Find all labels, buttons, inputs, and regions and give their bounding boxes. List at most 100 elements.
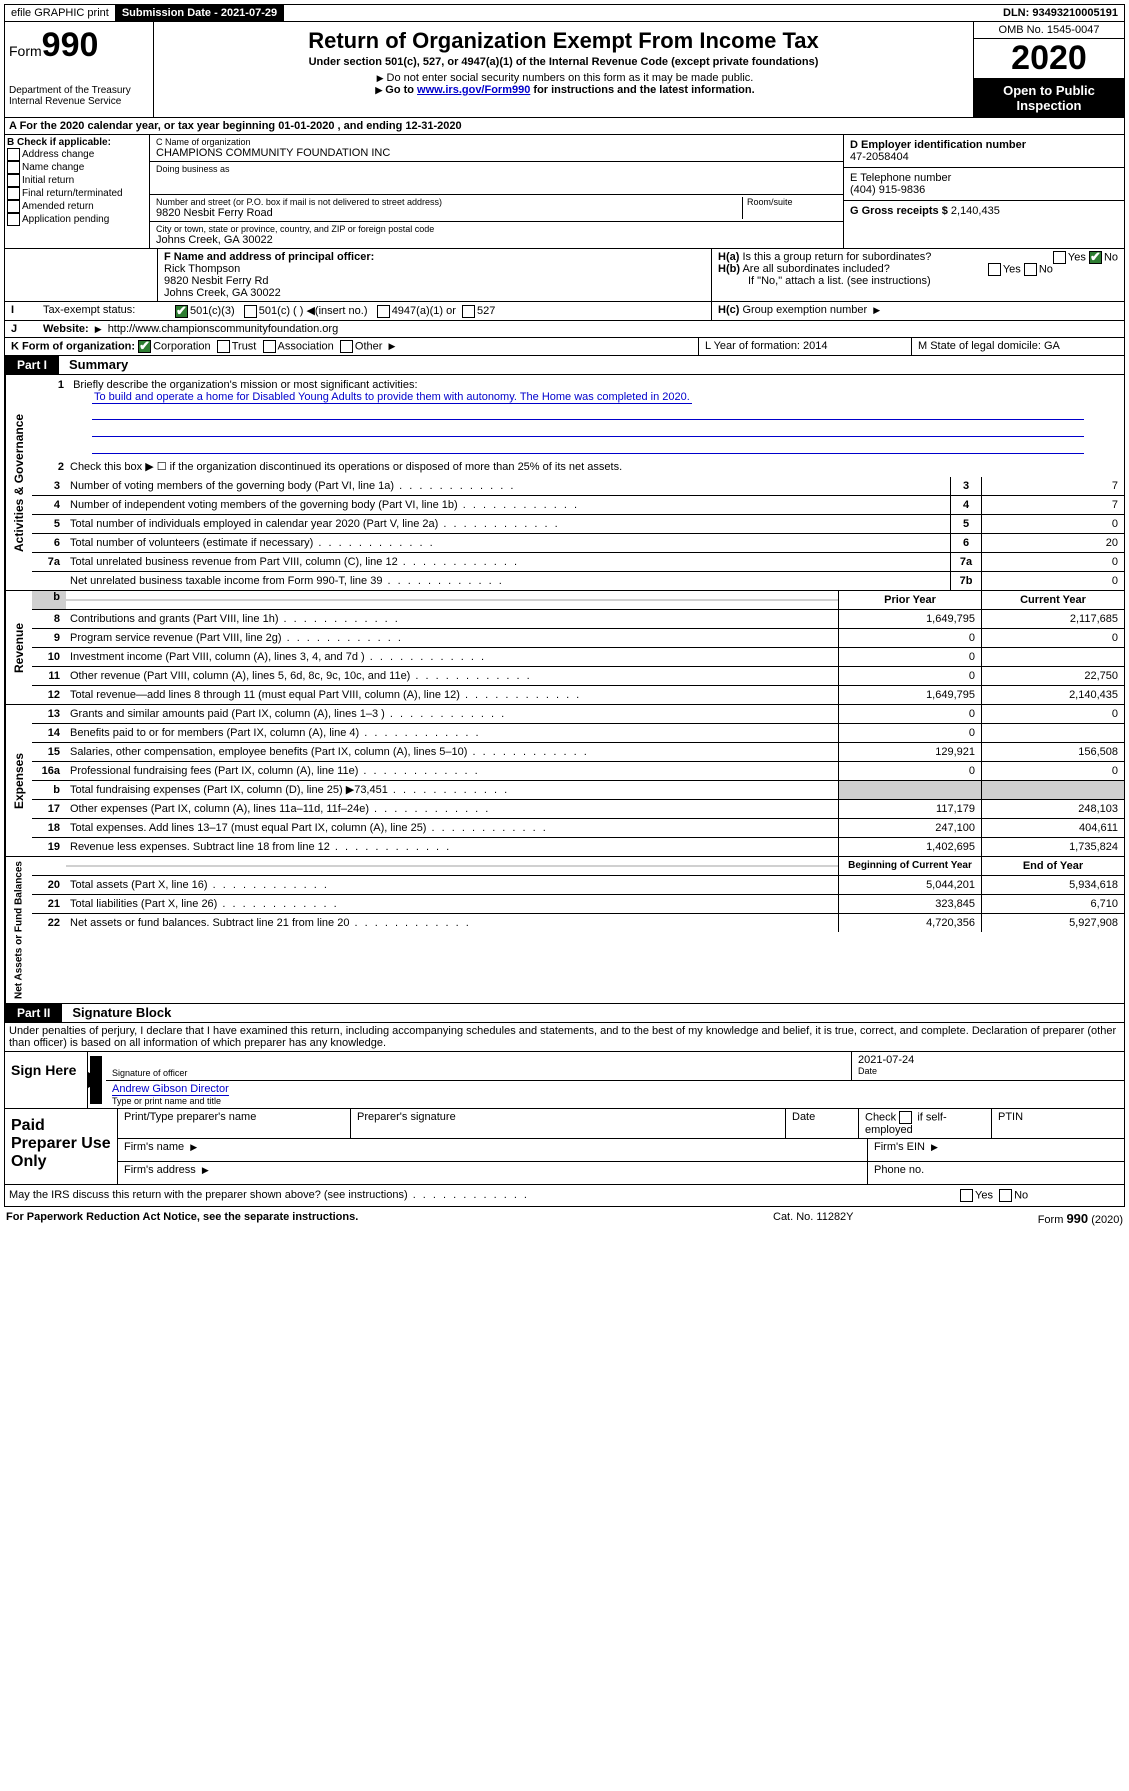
table-row: 11Other revenue (Part VIII, column (A), …: [32, 667, 1124, 686]
org-city: Johns Creek, GA 30022: [156, 234, 837, 246]
checkbox-icon[interactable]: [244, 305, 257, 318]
j-label: J: [5, 321, 37, 337]
officer-sign-name: Andrew Gibson Director: [112, 1083, 229, 1096]
checkbox-icon[interactable]: [377, 305, 390, 318]
prep-name-label: Print/Type preparer's name: [118, 1109, 351, 1138]
blank-line: [92, 422, 1084, 437]
checkbox-icon[interactable]: [7, 174, 20, 187]
header-right: OMB No. 1545-0047 2020 Open to Public In…: [973, 22, 1124, 117]
gross-label: G Gross receipts $: [850, 205, 948, 217]
i-text: Tax-exempt status:: [37, 302, 169, 320]
row-klm: K Form of organization: Corporation Trus…: [4, 338, 1125, 356]
part1-label: Part I: [5, 356, 59, 374]
other: Other: [355, 340, 383, 352]
current-year-head: Current Year: [981, 591, 1124, 609]
officer-name: Rick Thompson: [164, 263, 705, 275]
discuss-text: May the IRS discuss this return with the…: [9, 1189, 408, 1201]
line1-desc: Briefly describe the organization's miss…: [73, 379, 417, 391]
initial-return: Initial return: [22, 175, 74, 186]
arrow-icon: [372, 84, 385, 96]
arrow-icon: [199, 1164, 212, 1176]
arrow-icon: [88, 1052, 106, 1108]
phone-value: (404) 915-9836: [850, 184, 1118, 196]
checkbox-icon[interactable]: [138, 340, 151, 353]
table-row: 21Total liabilities (Part X, line 26)323…: [32, 895, 1124, 914]
checkbox-icon[interactable]: [7, 200, 20, 213]
checkbox-icon[interactable]: [988, 263, 1001, 276]
part2-label: Part II: [5, 1004, 62, 1022]
website-label: Website:: [43, 323, 89, 335]
checkbox-icon[interactable]: [999, 1189, 1012, 1202]
amended: Amended return: [22, 201, 94, 212]
preparer-title: Paid Preparer Use Only: [5, 1109, 118, 1184]
checkbox-icon[interactable]: [899, 1111, 912, 1124]
dln-label: DLN: 93493210005191: [997, 5, 1124, 21]
name-change: Name change: [22, 162, 84, 173]
checkbox-icon[interactable]: [340, 340, 353, 353]
phone-label: E Telephone number: [850, 172, 1118, 184]
checkbox-icon[interactable]: [1089, 251, 1102, 264]
line2-desc: Check this box ▶ ☐ if the organization d…: [70, 461, 622, 473]
dept-label: Department of the Treasury Internal Reve…: [9, 85, 149, 107]
checkbox-icon[interactable]: [7, 148, 20, 161]
table-row: 20Total assets (Part X, line 16)5,044,20…: [32, 876, 1124, 895]
yes: Yes: [1003, 263, 1021, 275]
org-name: CHAMPIONS COMMUNITY FOUNDATION INC: [156, 147, 837, 159]
blank-line: [92, 405, 1084, 420]
table-row: 12Total revenue—add lines 8 through 11 (…: [32, 686, 1124, 704]
officer-label: F Name and address of principal officer:: [164, 251, 705, 263]
checkbox-icon[interactable]: [7, 187, 20, 200]
netassets-header: Beginning of Current Year End of Year: [32, 857, 1124, 876]
table-row: 8Contributions and grants (Part VIII, li…: [32, 610, 1124, 629]
firm-name-label: Firm's name: [124, 1141, 184, 1153]
org-info-block: B Check if applicable: Address change Na…: [4, 135, 1125, 249]
i-label: I: [5, 302, 37, 320]
box-de: D Employer identification number 47-2058…: [843, 135, 1124, 248]
yes: Yes: [975, 1189, 993, 1201]
ptin-label: PTIN: [992, 1109, 1124, 1138]
checkbox-icon[interactable]: [263, 340, 276, 353]
part1-title: Summary: [59, 357, 128, 372]
box-b-title: B Check if applicable:: [7, 137, 147, 148]
checkbox-icon[interactable]: [175, 305, 188, 318]
room-label: Room/suite: [747, 197, 837, 207]
table-row: 7aTotal unrelated business revenue from …: [32, 553, 1124, 572]
assoc: Association: [278, 340, 334, 352]
part1-header: Part I Summary: [4, 356, 1125, 375]
irs-link[interactable]: www.irs.gov/Form990: [417, 84, 530, 96]
city-label: City or town, state or province, country…: [156, 224, 837, 234]
beg-year-head: Beginning of Current Year: [838, 857, 981, 875]
checkbox-icon[interactable]: [1024, 263, 1037, 276]
header-mid: Return of Organization Exempt From Incom…: [154, 22, 973, 117]
prep-sig-label: Preparer's signature: [351, 1109, 786, 1138]
arrow-icon: [92, 323, 105, 335]
ein-value: 47-2058404: [850, 151, 1118, 163]
mission-text: To build and operate a home for Disabled…: [92, 391, 692, 404]
arrow-icon: [928, 1141, 941, 1153]
open-public: Open to Public Inspection: [974, 79, 1124, 117]
name-label: C Name of organization: [156, 137, 837, 147]
gross-value: 2,140,435: [951, 205, 1000, 217]
addr-label: Number and street (or P.O. box if mail i…: [156, 197, 742, 207]
arrow-icon: [374, 72, 387, 84]
sign-here: Sign Here: [5, 1052, 88, 1108]
header-left: Form990 Department of the Treasury Inter…: [5, 22, 154, 117]
checkbox-icon[interactable]: [7, 213, 20, 226]
checkbox-icon[interactable]: [462, 305, 475, 318]
table-row: 9Program service revenue (Part VIII, lin…: [32, 629, 1124, 648]
sign-block: Sign Here Signature of officer 2021-07-2…: [4, 1052, 1125, 1109]
dba-label: Doing business as: [156, 164, 837, 174]
checkbox-icon[interactable]: [217, 340, 230, 353]
form-subtitle: Under section 501(c), 527, or 4947(a)(1)…: [158, 56, 969, 68]
org-address: 9820 Nesbit Ferry Road: [156, 207, 742, 219]
checkbox-icon[interactable]: [7, 161, 20, 174]
checkbox-icon[interactable]: [1053, 251, 1066, 264]
table-row: 6Total number of volunteers (estimate if…: [32, 534, 1124, 553]
footer-mid: Cat. No. 11282Y: [773, 1211, 973, 1226]
firm-addr-label: Firm's address: [124, 1164, 196, 1176]
table-row: Net unrelated business taxable income fr…: [32, 572, 1124, 590]
501c3: 501(c)(3): [190, 305, 235, 317]
checkbox-icon[interactable]: [960, 1189, 973, 1202]
arrow-icon: [187, 1141, 200, 1153]
ssn-note: Do not enter social security numbers on …: [387, 72, 754, 84]
